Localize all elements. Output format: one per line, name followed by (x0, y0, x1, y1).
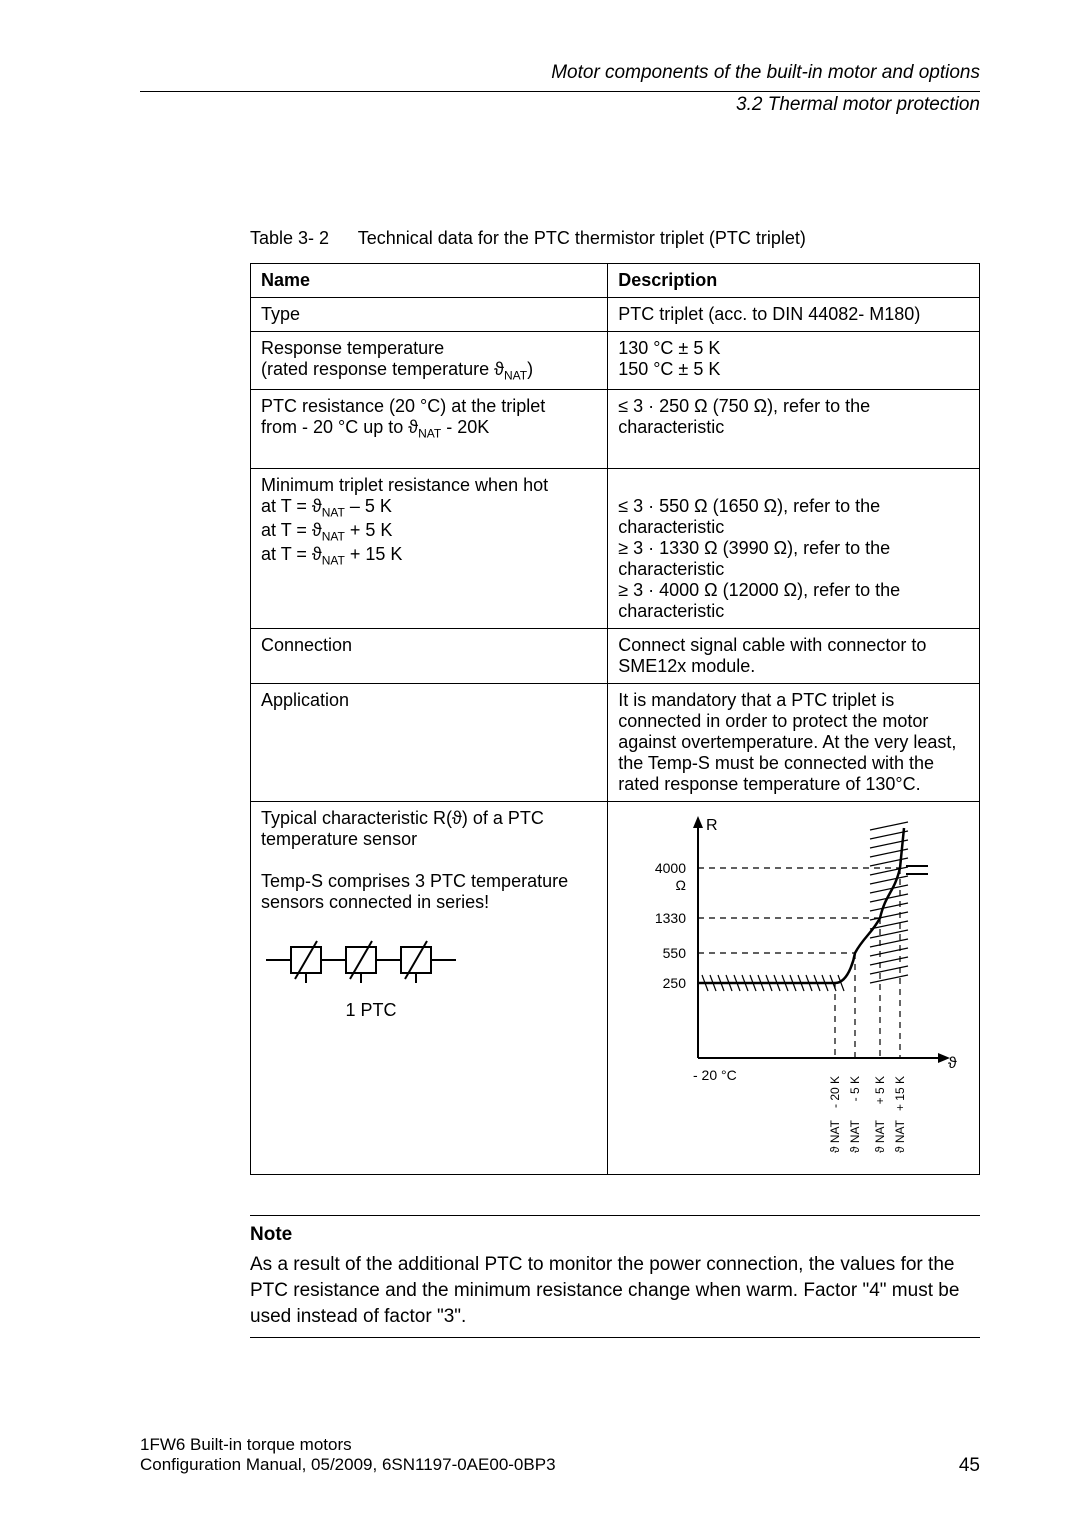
header-line-1: Motor components of the built-in motor a… (140, 60, 980, 87)
svg-text:+ 5 K: + 5 K (873, 1076, 887, 1104)
footer-line-1: 1FW6 Built-in torque motors (140, 1435, 980, 1455)
cell-name: Typical characteristic R(ϑ) of a PTC tem… (251, 802, 608, 1175)
svg-text:4000: 4000 (655, 860, 686, 876)
note-rule-top (250, 1215, 980, 1216)
running-header: Motor components of the built-in motor a… (140, 60, 980, 118)
cell-name: Connection (251, 629, 608, 684)
table-caption: Table 3- 2 Technical data for the PTC th… (250, 228, 980, 249)
table-row: Response temperature (rated response tem… (251, 332, 980, 390)
svg-text:Ω: Ω (676, 877, 686, 893)
table-row: Typical characteristic R(ϑ) of a PTC tem… (251, 802, 980, 1175)
svg-text:R: R (706, 817, 718, 834)
ptc-series-icon (261, 935, 597, 990)
note-title: Note (250, 1224, 980, 1246)
note-rule-bottom (250, 1337, 980, 1338)
note-block: Note As a result of the additional PTC t… (250, 1215, 980, 1338)
cell-desc: It is mandatory that a PTC triplet is co… (608, 684, 980, 802)
cell-name: Application (251, 684, 608, 802)
svg-text:ϑ NAT: ϑ NAT (848, 1120, 862, 1154)
footer-line-2: Configuration Manual, 05/2009, 6SN1197-0… (140, 1455, 556, 1474)
caption-text: Technical data for the PTC thermistor tr… (358, 228, 806, 248)
svg-text:ϑ: ϑ (948, 1055, 957, 1072)
col-desc: Description (608, 264, 980, 298)
svg-text:+ 15 K: + 15 K (893, 1076, 907, 1111)
cell-name: Minimum triplet resistance when hot at T… (251, 469, 608, 629)
ptc-caption: 1 PTC (261, 1000, 481, 1021)
svg-text:- 5 K: - 5 K (848, 1076, 862, 1101)
svg-text:1330: 1330 (655, 910, 686, 926)
table-row: Connection Connect signal cable with con… (251, 629, 980, 684)
col-name: Name (251, 264, 608, 298)
cell-name: PTC resistance (20 °C) at the triplet fr… (251, 389, 608, 469)
svg-text:- 20 K: - 20 K (828, 1076, 842, 1108)
svg-text:550: 550 (663, 945, 687, 961)
cell-desc: ≤ 3 · 550 Ω (1650 Ω), refer to the chara… (608, 469, 980, 629)
table-row: Type PTC triplet (acc. to DIN 44082- M18… (251, 298, 980, 332)
caption-label: Table 3- 2 (250, 228, 329, 248)
cell-name: Response temperature (rated response tem… (251, 332, 608, 390)
header-line-2: 3.2 Thermal motor protection (140, 92, 980, 119)
svg-text:250: 250 (663, 975, 687, 991)
page-footer: 1FW6 Built-in torque motors Configuratio… (140, 1435, 980, 1477)
note-body: As a result of the additional PTC to mon… (250, 1252, 980, 1329)
table-row: Application It is mandatory that a PTC t… (251, 684, 980, 802)
cell-desc: 130 °C ± 5 K 150 °C ± 5 K (608, 332, 980, 390)
table-header-row: Name Description (251, 264, 980, 298)
svg-text:ϑ NAT: ϑ NAT (828, 1120, 842, 1154)
cell-name: Type (251, 298, 608, 332)
svg-text:- 20 °C: - 20 °C (693, 1067, 737, 1083)
table-row: PTC resistance (20 °C) at the triplet fr… (251, 389, 980, 469)
ptc-characteristic-chart: R 4000Ω 1330 550 250 - 20 °C ϑ - 20 K ϑ NAT - 5 K… (618, 808, 968, 1158)
page-number: 45 (959, 1455, 980, 1477)
table-row: Minimum triplet resistance when hot at T… (251, 469, 980, 629)
cell-desc: ≤ 3 · 250 Ω (750 Ω), refer to the charac… (608, 389, 980, 469)
page: Motor components of the built-in motor a… (0, 0, 1080, 1527)
cell-desc: PTC triplet (acc. to DIN 44082- M180) (608, 298, 980, 332)
cell-desc: Connect signal cable with connector to S… (608, 629, 980, 684)
svg-text:ϑ NAT: ϑ NAT (873, 1120, 887, 1154)
cell-chart: R 4000Ω 1330 550 250 - 20 °C ϑ - 20 K ϑ NAT - 5 K… (608, 802, 980, 1175)
technical-data-table: Name Description Type PTC triplet (acc. … (250, 263, 980, 1175)
svg-text:ϑ NAT: ϑ NAT (893, 1120, 907, 1154)
